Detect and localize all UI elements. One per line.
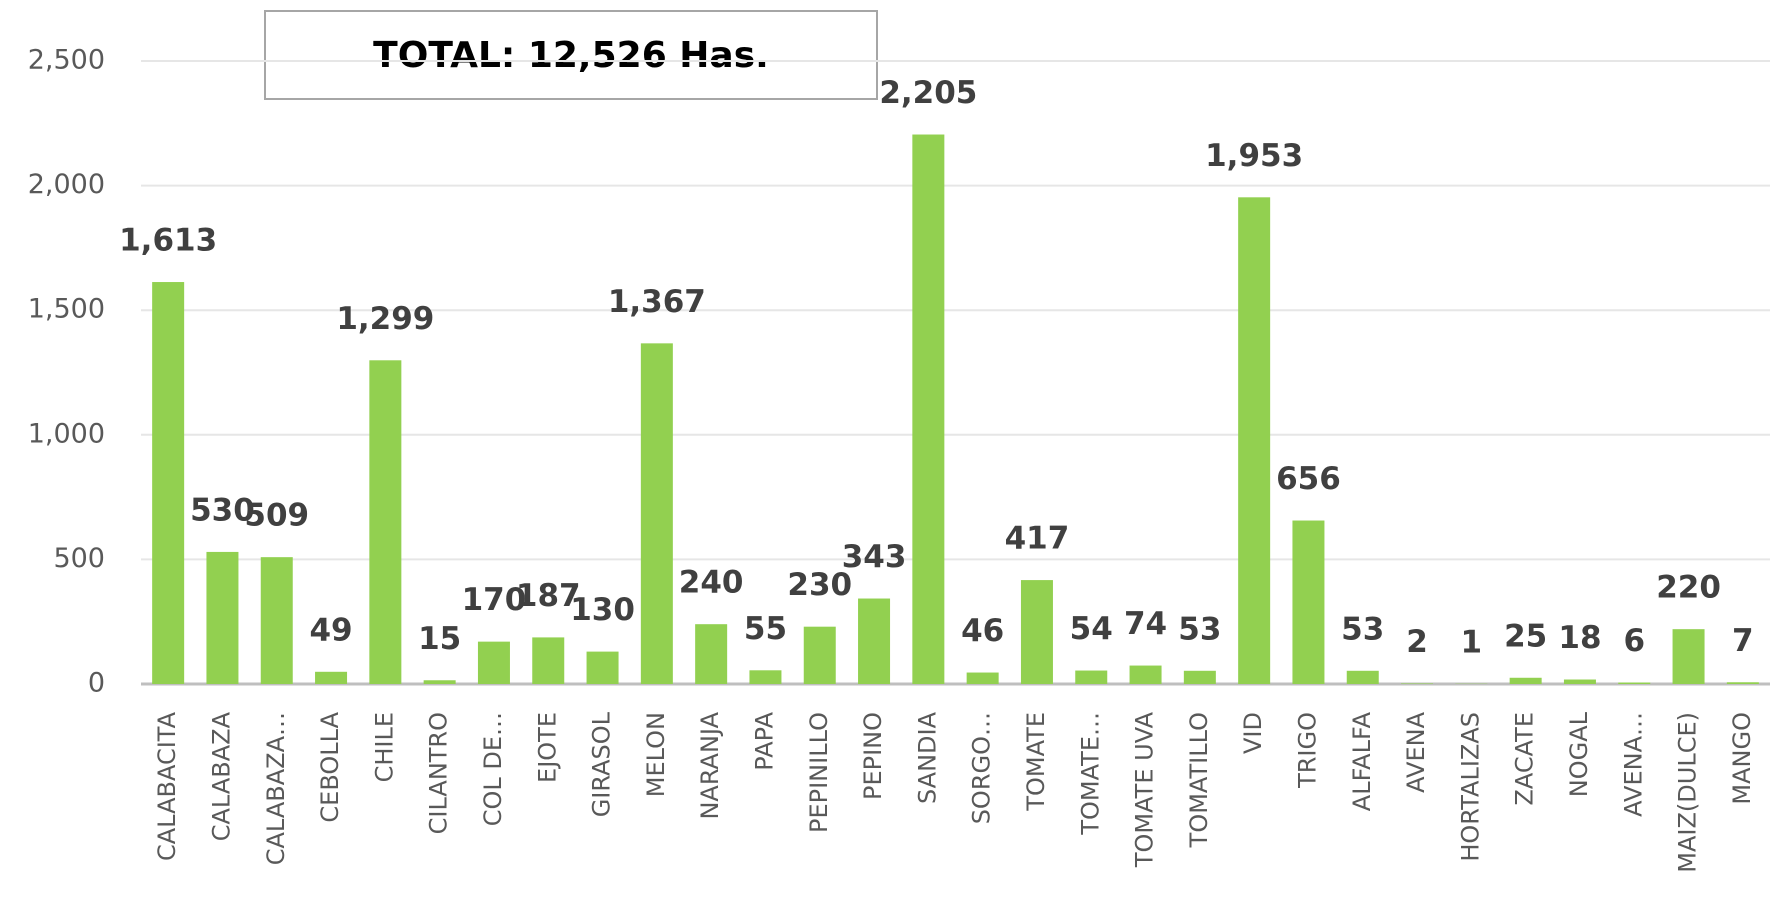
data-label: 656: [1276, 461, 1341, 497]
x-tick-label: MELON: [642, 712, 670, 797]
bar: [966, 672, 999, 684]
bar: [206, 551, 239, 684]
x-tick-label: SANDIA: [913, 711, 941, 804]
bar: [260, 557, 293, 684]
chart-title: TOTAL: 12,526 Has.: [373, 35, 769, 76]
x-tick-label: TRIGO: [1293, 712, 1321, 789]
x-tick-label: COL DE…: [479, 712, 507, 826]
bar: [858, 598, 891, 684]
data-label: 187: [516, 578, 581, 614]
x-tick-label: GIRASOL: [588, 711, 616, 817]
bar: [1509, 677, 1542, 684]
x-tick-label: ALFALFA: [1348, 711, 1376, 811]
x-tick-label: PEPINO: [859, 712, 887, 800]
x-tick-label: TOMATILLO: [1185, 712, 1213, 848]
data-label: 1,953: [1205, 138, 1303, 174]
data-label: 170: [462, 582, 527, 618]
bar: [1129, 665, 1162, 684]
bar: [586, 651, 619, 684]
x-tick-label: CALABAZA…: [262, 712, 290, 865]
data-label: 74: [1124, 606, 1167, 642]
bar: [152, 282, 185, 684]
bar: [1618, 682, 1651, 684]
x-tick-label: CALABAZA: [207, 711, 235, 841]
bar: [423, 680, 456, 684]
x-tick-label: SORGO…: [968, 712, 996, 824]
x-tick-label: PEPINILLO: [805, 712, 833, 833]
x-tick-label: ZACATE: [1511, 712, 1539, 806]
bar: [803, 626, 836, 684]
bar: [1346, 670, 1379, 684]
x-tick-label: HORTALIZAS: [1456, 712, 1484, 862]
data-label: 15: [418, 621, 461, 657]
bar: [1726, 682, 1759, 684]
bar: [1238, 197, 1271, 685]
x-tick-label: TOMATE: [1022, 712, 1050, 812]
x-tick-label: EJOTE: [533, 712, 561, 783]
data-label: 509: [244, 498, 309, 534]
x-tick-label: VID: [1239, 712, 1267, 754]
x-tick-label: MANGO: [1728, 712, 1756, 805]
y-tick-label: 500: [53, 543, 105, 574]
bar: [477, 641, 510, 684]
bar: [1020, 580, 1053, 684]
y-tick-label: 1,000: [28, 418, 105, 449]
x-tick-label: AVENA: [1402, 711, 1430, 792]
bar: [369, 360, 402, 684]
y-tick-label: 1,500: [28, 294, 105, 325]
data-label: 1,367: [608, 284, 706, 320]
x-tick-label: CHILE: [370, 712, 398, 782]
data-label: 49: [309, 612, 352, 648]
data-label: 2,205: [879, 75, 977, 111]
bar: [749, 670, 782, 684]
bar: [1183, 670, 1216, 684]
x-tick-label: CEBOLLA: [316, 711, 344, 822]
x-tick-label: MAIZ(DULCE): [1674, 712, 1702, 873]
data-label: 53: [1341, 611, 1384, 647]
data-label: 7: [1732, 623, 1754, 659]
data-label: 6: [1623, 623, 1645, 659]
y-tick-label: 0: [88, 668, 105, 699]
x-tick-label: CILANTRO: [425, 712, 453, 834]
data-label: 18: [1558, 620, 1601, 656]
title-box: [264, 10, 878, 100]
bar: [532, 637, 565, 684]
data-label: 220: [1656, 570, 1721, 606]
bar: [640, 343, 673, 684]
data-label: 130: [570, 592, 635, 628]
bar: [1672, 629, 1705, 684]
data-label: 1,299: [336, 301, 434, 337]
bar: [315, 671, 348, 684]
data-label: 230: [787, 567, 852, 603]
bar: [1075, 670, 1108, 684]
y-tick-label: 2,500: [28, 45, 105, 76]
x-tick-label: AVENA…: [1619, 712, 1647, 817]
x-tick-label: TOMATE…: [1076, 712, 1104, 836]
data-label: 343: [842, 539, 907, 575]
x-tick-label: CALABACITA: [153, 711, 181, 861]
bar: [695, 624, 728, 684]
data-label: 417: [1005, 521, 1070, 557]
bar: [912, 134, 945, 684]
data-label: 530: [190, 492, 255, 528]
data-label: 240: [679, 565, 744, 601]
data-label: 54: [1070, 611, 1113, 647]
y-tick-label: 2,000: [28, 169, 105, 200]
x-tick-label: NOGAL: [1565, 711, 1593, 797]
data-label: 1: [1461, 624, 1483, 660]
bar: [1292, 520, 1325, 684]
data-label: 46: [961, 613, 1004, 649]
data-label: 53: [1178, 611, 1221, 647]
x-tick-label: NARANJA: [696, 711, 724, 819]
data-label: 2: [1406, 624, 1428, 660]
data-label: 1,613: [119, 223, 217, 259]
data-label: 25: [1504, 618, 1547, 654]
x-tick-label: PAPA: [750, 711, 778, 770]
bar: [1563, 679, 1596, 684]
data-label: 55: [744, 611, 787, 647]
x-tick-label: TOMATE UVA: [1131, 711, 1159, 868]
